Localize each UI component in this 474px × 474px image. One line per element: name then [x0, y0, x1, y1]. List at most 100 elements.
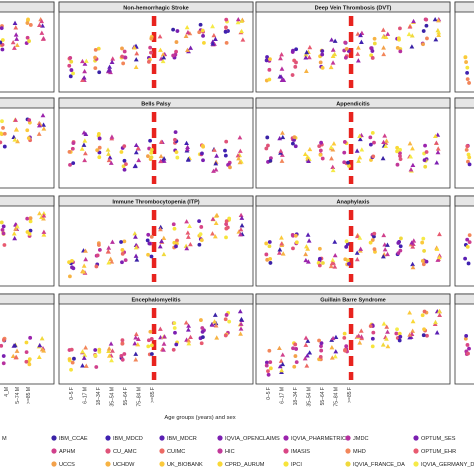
data-point-male [80, 349, 85, 354]
panel-strip [255, 1, 451, 13]
data-point-male [434, 246, 440, 251]
panel-strip [255, 293, 451, 305]
data-point-female [174, 150, 179, 155]
data-point-female [266, 372, 271, 377]
panel-strip [255, 97, 451, 109]
data-point-female [0, 40, 3, 45]
data-point-male [277, 135, 283, 141]
data-point-male [280, 251, 286, 256]
data-point-female [466, 261, 471, 266]
data-point-female [147, 59, 151, 64]
data-point-male [329, 345, 335, 350]
data-point-female [120, 46, 124, 51]
legend-swatch [345, 435, 351, 441]
data-point-male [358, 328, 364, 333]
data-point-female [422, 249, 427, 253]
data-point-female [293, 64, 298, 69]
data-point-male [82, 150, 88, 156]
data-point-female [291, 346, 295, 351]
panel-strip [454, 195, 474, 207]
data-point-male [238, 326, 244, 331]
data-point-male [280, 134, 286, 140]
data-point-male [36, 354, 42, 360]
data-point-female [120, 341, 125, 346]
data-point-male [277, 247, 283, 252]
data-point-male [211, 32, 217, 38]
data-point-male [237, 148, 243, 153]
data-point-female [171, 222, 176, 227]
data-point-female [173, 130, 178, 134]
data-point-female [120, 248, 125, 252]
data-point-female [370, 238, 375, 242]
data-point-male [236, 229, 242, 234]
data-point-female [465, 343, 470, 347]
data-point-male [354, 256, 360, 262]
data-point-female [223, 333, 228, 338]
data-point-male [330, 257, 336, 263]
data-point-female [399, 236, 403, 241]
data-point-male [41, 126, 47, 131]
data-point-female [121, 61, 126, 66]
panel: Appendicitis [255, 97, 451, 189]
data-point-female [342, 336, 347, 340]
data-point-male [303, 335, 309, 340]
data-point-female [172, 226, 177, 231]
data-point-female [268, 360, 273, 364]
x-tick-label: 35–54 M [110, 387, 116, 406]
data-point-male [357, 340, 363, 345]
data-point-female [67, 260, 71, 265]
data-point-male [432, 16, 438, 22]
data-point-male [354, 148, 360, 153]
panel [454, 97, 474, 189]
data-point-male [237, 159, 243, 165]
data-point-male [436, 30, 442, 35]
data-point-female [372, 140, 376, 145]
data-point-female [395, 149, 399, 154]
data-point-female [465, 237, 470, 242]
data-point-male [381, 232, 387, 238]
data-point-female [398, 154, 402, 158]
data-point-female [1, 224, 6, 229]
data-point-female [200, 335, 205, 340]
data-point-female [291, 141, 295, 146]
panel-title: Immune Thrombocytopenia (ITP) [112, 199, 199, 205]
data-point-male [358, 246, 364, 251]
data-point-female [93, 348, 98, 352]
data-point-male [381, 321, 387, 326]
data-point-female [122, 239, 127, 244]
data-point-female [318, 354, 323, 359]
x-tick-label: 6–17 M [83, 387, 89, 404]
data-point-female [319, 348, 324, 353]
data-point-male [407, 310, 413, 315]
legend-swatch [413, 448, 419, 454]
data-point-male [307, 44, 313, 50]
x-tick-label: 75–84 M [334, 387, 340, 406]
data-point-female [344, 244, 349, 249]
data-point-female [293, 144, 298, 149]
data-point-male [355, 31, 361, 36]
data-point-male [330, 164, 336, 169]
data-point-female [0, 131, 3, 136]
data-point-male [160, 52, 166, 57]
data-point-male [437, 231, 442, 237]
data-point-male [239, 28, 245, 34]
data-point-male [108, 341, 114, 346]
data-point-male [409, 44, 415, 49]
data-point-male [186, 338, 192, 343]
data-point-male [238, 232, 243, 237]
data-point-female [175, 29, 180, 33]
legend-swatch [283, 435, 289, 441]
data-point-male [279, 66, 285, 71]
data-point-female [342, 331, 347, 336]
legend-swatch [159, 435, 165, 441]
panel-title: Appendicitis [336, 101, 370, 107]
data-point-male [110, 56, 116, 61]
data-point-male [407, 335, 413, 340]
panel-strip [58, 293, 254, 305]
data-point-female [119, 150, 124, 154]
data-point-male [161, 341, 167, 346]
data-point-female [291, 48, 295, 53]
data-point-male [410, 162, 416, 168]
data-point-male [13, 32, 19, 37]
